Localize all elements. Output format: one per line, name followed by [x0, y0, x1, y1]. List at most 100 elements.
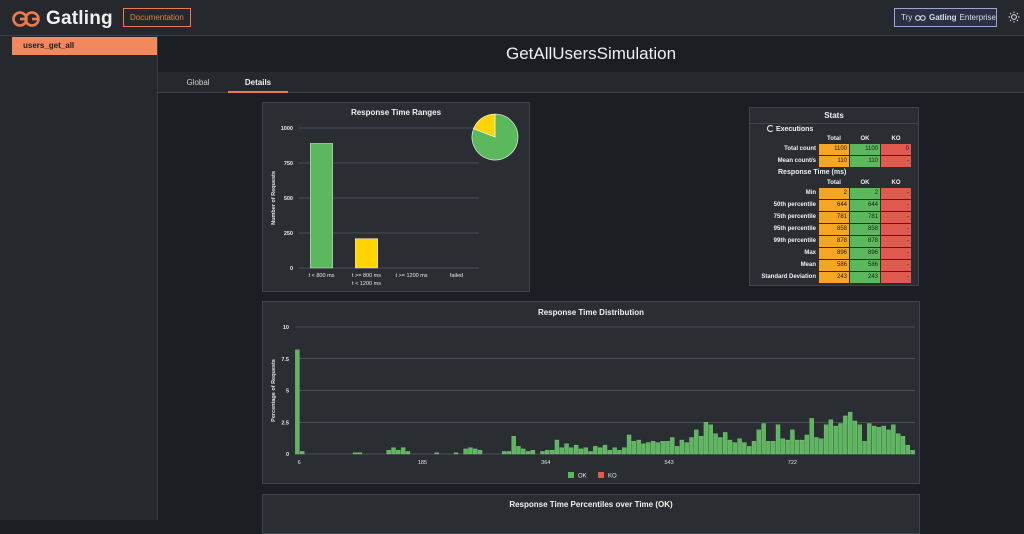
- tab-global[interactable]: Global: [186, 78, 210, 87]
- distribution-bar[interactable]: [660, 441, 665, 455]
- distribution-bar[interactable]: [357, 452, 363, 455]
- distribution-bar[interactable]: [689, 437, 694, 455]
- distribution-bar[interactable]: [622, 447, 627, 455]
- distribution-bar[interactable]: [607, 450, 612, 455]
- try-enterprise-button[interactable]: Try Gatling Enterprise: [894, 8, 997, 27]
- distribution-bar[interactable]: [391, 447, 396, 455]
- distribution-bar[interactable]: [867, 423, 872, 455]
- sidebar-item-users-get-all[interactable]: users_get_all: [12, 37, 157, 55]
- distribution-bar[interactable]: [708, 424, 713, 455]
- ranges-bar[interactable]: [355, 238, 378, 269]
- distribution-bar[interactable]: [521, 448, 526, 455]
- distribution-bar[interactable]: [698, 436, 704, 455]
- distribution-bar[interactable]: [300, 451, 305, 455]
- distribution-bar[interactable]: [473, 448, 478, 455]
- distribution-bar[interactable]: [751, 441, 757, 455]
- distribution-bar[interactable]: [833, 425, 838, 455]
- distribution-bar[interactable]: [549, 450, 555, 455]
- distribution-bar[interactable]: [828, 419, 834, 455]
- distribution-bar[interactable]: [747, 446, 752, 455]
- distribution-bar[interactable]: [756, 429, 761, 455]
- distribution-bar[interactable]: [674, 446, 680, 455]
- distribution-bar[interactable]: [713, 433, 718, 455]
- distribution-bar[interactable]: [506, 451, 512, 455]
- distribution-bar[interactable]: [891, 424, 896, 455]
- distribution-legend-swatch[interactable]: [598, 472, 604, 478]
- distribution-bar[interactable]: [723, 432, 728, 455]
- distribution-bar[interactable]: [886, 429, 891, 455]
- distribution-bar[interactable]: [771, 441, 776, 455]
- distribution-bar[interactable]: [785, 439, 790, 455]
- distribution-bar[interactable]: [501, 451, 507, 455]
- distribution-bar[interactable]: [852, 420, 858, 455]
- distribution-bar[interactable]: [463, 448, 468, 455]
- distribution-bar[interactable]: [602, 444, 608, 455]
- distribution-bar[interactable]: [718, 437, 723, 455]
- distribution-bar[interactable]: [598, 447, 603, 455]
- distribution-bar[interactable]: [727, 439, 733, 455]
- distribution-bar[interactable]: [583, 447, 588, 455]
- distribution-legend-label[interactable]: KO: [608, 474, 617, 480]
- distribution-bar[interactable]: [780, 438, 785, 455]
- distribution-bar[interactable]: [843, 415, 848, 455]
- distribution-bar[interactable]: [857, 424, 862, 455]
- distribution-bar[interactable]: [790, 429, 795, 455]
- ranges-pie-slice[interactable]: [471, 113, 519, 161]
- distribution-bar[interactable]: [511, 436, 516, 455]
- distribution-bar[interactable]: [679, 439, 685, 455]
- distribution-bar[interactable]: [910, 450, 915, 455]
- distribution-bar[interactable]: [626, 434, 632, 455]
- distribution-bar[interactable]: [554, 439, 560, 455]
- distribution-bar[interactable]: [516, 446, 521, 455]
- distribution-bar[interactable]: [876, 427, 882, 455]
- distribution-bar[interactable]: [434, 452, 439, 455]
- distribution-bar[interactable]: [564, 443, 569, 455]
- distribution-bar[interactable]: [766, 441, 771, 455]
- distribution-bar[interactable]: [900, 436, 906, 455]
- distribution-bar[interactable]: [862, 441, 867, 455]
- distribution-bar[interactable]: [530, 450, 536, 455]
- distribution-bar[interactable]: [838, 423, 843, 455]
- distribution-bar[interactable]: [684, 442, 689, 455]
- distribution-bar[interactable]: [775, 424, 781, 455]
- distribution-bar[interactable]: [453, 452, 459, 455]
- distribution-bar[interactable]: [823, 424, 829, 455]
- distribution-bar[interactable]: [665, 441, 670, 455]
- distribution-bar[interactable]: [545, 450, 550, 455]
- distribution-bar[interactable]: [386, 450, 391, 455]
- distribution-bar[interactable]: [559, 447, 564, 455]
- distribution-bar[interactable]: [655, 442, 661, 455]
- distribution-bar[interactable]: [670, 437, 675, 455]
- documentation-button[interactable]: Documentation: [123, 8, 191, 27]
- distribution-bar[interactable]: [703, 422, 709, 455]
- distribution-bar[interactable]: [650, 441, 656, 455]
- distribution-bar[interactable]: [761, 423, 766, 455]
- distribution-bar[interactable]: [574, 444, 579, 455]
- distribution-bar[interactable]: [819, 438, 824, 455]
- distribution-bar[interactable]: [400, 447, 406, 455]
- distribution-bar[interactable]: [636, 439, 641, 455]
- distribution-bar[interactable]: [612, 447, 617, 455]
- distribution-bar[interactable]: [641, 443, 646, 455]
- distribution-bar[interactable]: [352, 452, 358, 455]
- distribution-bar[interactable]: [295, 349, 300, 455]
- ranges-bar[interactable]: [310, 143, 333, 269]
- distribution-bar[interactable]: [905, 444, 910, 455]
- distribution-bar[interactable]: [847, 411, 853, 455]
- distribution-bar[interactable]: [742, 442, 747, 455]
- distribution-bar[interactable]: [871, 425, 877, 455]
- ranges-pie-slice[interactable]: [473, 113, 496, 138]
- distribution-bar[interactable]: [588, 451, 593, 455]
- distribution-legend-label[interactable]: OK: [578, 474, 587, 480]
- distribution-bar[interactable]: [396, 450, 401, 455]
- distribution-bar[interactable]: [477, 450, 483, 455]
- distribution-bar[interactable]: [732, 442, 737, 455]
- distribution-bar[interactable]: [881, 425, 886, 455]
- distribution-bar[interactable]: [540, 451, 545, 455]
- distribution-bar[interactable]: [631, 441, 636, 455]
- distribution-bar[interactable]: [814, 437, 819, 455]
- gatling-logo[interactable]: Gatling: [12, 8, 113, 30]
- distribution-bar[interactable]: [646, 442, 651, 455]
- distribution-bar[interactable]: [468, 447, 473, 455]
- distribution-bar[interactable]: [737, 438, 742, 455]
